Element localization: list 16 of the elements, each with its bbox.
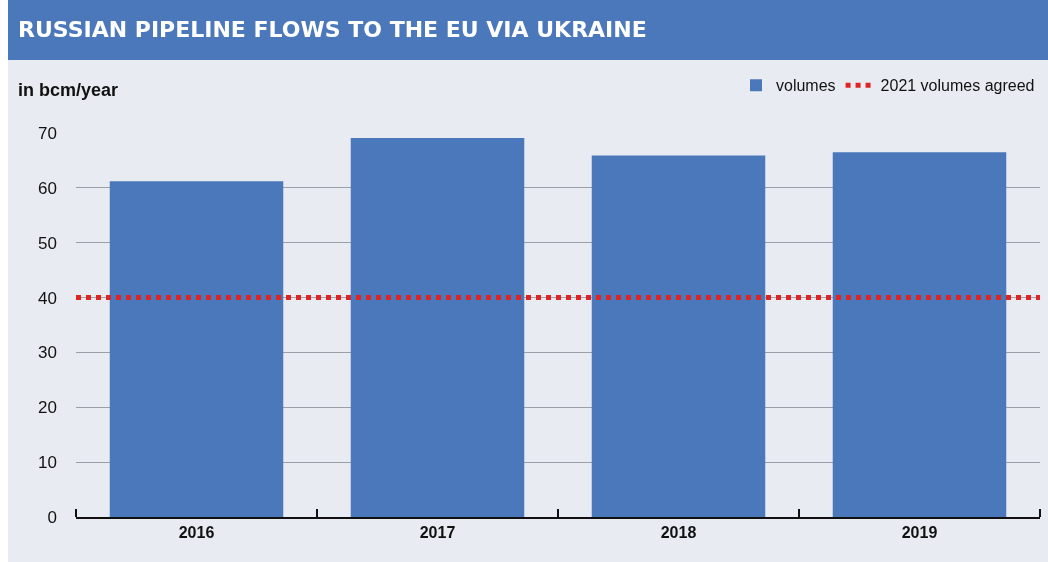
y-tick-label: 40 <box>38 288 57 308</box>
x-tick-label: 2017 <box>419 524 456 542</box>
x-tick-label: 2018 <box>660 524 697 542</box>
y-tick-label: 10 <box>38 453 57 473</box>
x-tick-label: 2016 <box>178 524 215 542</box>
chart-title: RUSSIAN PIPELINE FLOWS TO THE EU VIA UKRAINE <box>8 0 1048 60</box>
legend-label: volumes <box>776 77 836 95</box>
y-tick-label: 60 <box>38 178 57 198</box>
legend-label: 2021 volumes agreed <box>880 77 1035 95</box>
y-tick-label: 0 <box>47 507 57 527</box>
y-tick-label: 30 <box>38 343 57 363</box>
y-tick-label: 20 <box>38 398 57 418</box>
y-tick-label: 50 <box>38 233 57 253</box>
y-axis-title: in bcm/year <box>18 80 119 100</box>
x-tick-label: 2019 <box>901 524 938 542</box>
y-tick-label: 70 <box>38 123 57 143</box>
